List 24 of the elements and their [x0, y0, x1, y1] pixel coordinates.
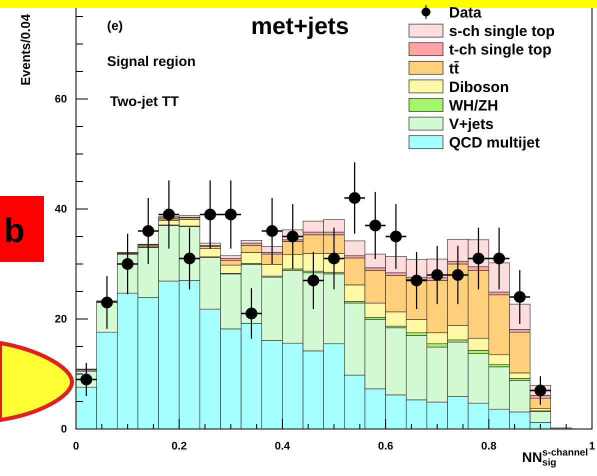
- x-tick-label: 0.4: [274, 440, 291, 453]
- legend-label: t-ch single top: [449, 42, 552, 59]
- annotation: Signal region: [107, 53, 196, 69]
- legend-label: Data: [449, 4, 482, 22]
- legend-label: s-ch single top: [449, 23, 555, 40]
- y-tick-label: 0: [60, 424, 67, 436]
- y-tick-label: 60: [54, 94, 67, 106]
- legend-label: Diboson: [449, 78, 509, 96]
- annotation: Two-jet TT: [110, 93, 180, 109]
- y-tick-label: 40: [54, 204, 67, 216]
- y-axis-title: Events/0.04: [18, 13, 33, 86]
- text: met+jets: [250, 13, 350, 40]
- legend-label: tt̄: [449, 60, 460, 78]
- x-tick-label: 0.6: [378, 440, 394, 453]
- x-tick-label: 0.2: [172, 440, 187, 453]
- x-tick-label: 1: [588, 440, 596, 453]
- legend-label: WH/ZH: [449, 98, 498, 114]
- legend-label: QCD multijet: [449, 134, 540, 152]
- text: b: [4, 212, 25, 250]
- x-tick-label: 0: [72, 440, 80, 453]
- annotation: (e): [107, 18, 123, 33]
- legend-label: V+jets: [449, 116, 494, 134]
- y-tick-label: 20: [54, 314, 67, 326]
- x-tick-label: 0.8: [481, 440, 496, 453]
